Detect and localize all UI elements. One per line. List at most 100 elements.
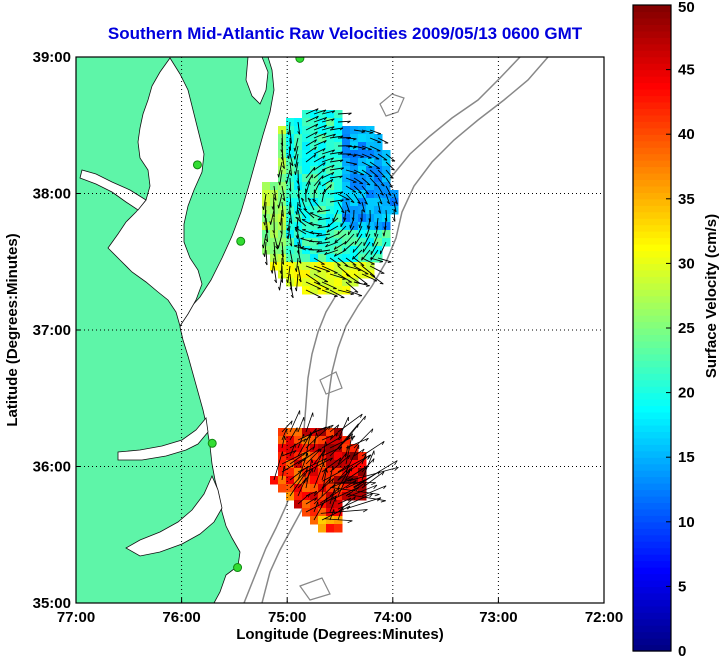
velocity-arrow-head — [294, 171, 296, 175]
colorbar-band — [633, 140, 671, 148]
colorbar-band — [633, 82, 671, 90]
velocity-arrow — [313, 162, 326, 171]
velocity-cell — [294, 476, 303, 485]
velocity-arrow — [305, 457, 333, 473]
velocity-arrow — [333, 241, 347, 250]
velocity-arrow — [320, 509, 368, 514]
velocity-arrow-head — [352, 146, 357, 149]
velocity-arrow — [289, 427, 298, 441]
velocity-arrow — [385, 177, 393, 188]
velocity-arrow-head — [295, 235, 298, 239]
velocity-cell — [302, 174, 311, 183]
velocity-arrow-head — [369, 493, 374, 498]
velocity-arrow-head — [394, 201, 398, 205]
velocity-cell — [278, 444, 287, 453]
velocity-arrow-head — [371, 428, 374, 433]
colorbar-band — [633, 114, 671, 122]
colorbar-tick-label: 20 — [678, 385, 695, 402]
velocity-arrow — [383, 225, 387, 237]
velocity-arrow — [313, 501, 319, 513]
velocity-cell — [286, 452, 295, 461]
velocity-arrow — [305, 459, 313, 489]
velocity-arrow — [345, 265, 362, 271]
velocity-arrow-head — [290, 163, 294, 167]
velocity-cell — [358, 460, 367, 469]
velocity-cell — [310, 182, 319, 191]
velocity-arrow — [345, 436, 353, 465]
velocity-arrow — [361, 145, 372, 150]
velocity-arrow — [369, 169, 379, 178]
velocity-arrow — [279, 169, 283, 186]
velocity-arrow-head — [324, 188, 326, 193]
velocity-arrow-head — [386, 201, 390, 205]
y-axis-ticks: 35:00 36:00 37:00 38:00 39:00 — [33, 49, 81, 612]
velocity-arrow — [369, 257, 384, 263]
velocity-cell — [302, 206, 311, 215]
colorbar-tick-label: 30 — [678, 255, 695, 272]
velocity-arrow — [297, 448, 320, 465]
velocity-arrow — [385, 193, 391, 205]
velocity-arrow-head — [323, 124, 327, 129]
colorbar-band — [633, 101, 671, 109]
velocity-cell — [334, 214, 343, 223]
colorbar-band — [633, 256, 671, 264]
velocity-cell — [302, 238, 311, 247]
velocity-arrow — [305, 123, 319, 131]
velocity-arrow — [289, 161, 293, 176]
velocity-arrow — [361, 265, 376, 277]
velocity-arrow-head — [350, 200, 355, 203]
velocity-arrow-head — [383, 159, 388, 161]
velocity-arrow — [356, 225, 363, 237]
velocity-arrow-head — [347, 445, 350, 450]
velocity-arrow — [317, 225, 331, 229]
velocity-arrow-head — [328, 478, 331, 483]
velocity-arrow — [273, 265, 277, 283]
velocity-arrow — [353, 145, 366, 150]
velocity-arrow — [334, 233, 347, 244]
colorbar-tick-label: 50 — [678, 0, 695, 16]
velocity-cell — [310, 516, 319, 525]
velocity-arrow — [270, 209, 275, 225]
velocity-arrow — [345, 479, 366, 489]
velocity-arrow — [369, 129, 382, 135]
velocity-arrow — [345, 481, 367, 497]
colorbar-band — [633, 560, 671, 568]
velocity-arrow — [316, 233, 331, 237]
velocity-arrow — [346, 497, 382, 509]
velocity-arrow — [369, 177, 378, 187]
velocity-arrow — [353, 257, 365, 266]
velocity-cell — [318, 524, 327, 533]
velocity-arrow — [374, 225, 379, 237]
radar-station-marker — [233, 563, 243, 573]
velocity-arrow — [354, 233, 363, 245]
velocity-arrow — [293, 245, 307, 251]
colorbar-band — [633, 373, 671, 381]
velocity-arrow — [289, 469, 308, 489]
velocity-arrow-head — [346, 209, 350, 213]
velocity-arrow-head — [338, 457, 342, 462]
velocity-arrow-head — [298, 278, 302, 283]
colorbar-band — [633, 360, 671, 368]
velocity-cell — [318, 508, 327, 517]
velocity-arrow — [361, 177, 371, 186]
velocity-arrow — [305, 115, 319, 123]
velocity-arrow-head — [334, 239, 337, 243]
velocity-arrow — [337, 468, 351, 489]
velocity-arrow — [297, 433, 311, 457]
velocity-arrow — [313, 273, 329, 283]
velocity-arrow-head — [287, 211, 290, 215]
velocity-arrow-head — [277, 173, 280, 178]
colorbar-tick-label: 15 — [678, 449, 695, 466]
velocity-arrow — [329, 127, 343, 131]
colorbar-band — [633, 108, 671, 116]
velocity-cell — [302, 484, 311, 493]
velocity-arrow-head — [280, 230, 283, 235]
velocity-arrow-head — [366, 225, 369, 229]
velocity-cell — [278, 484, 287, 493]
velocity-arrow-head — [279, 270, 282, 275]
velocity-arrow-head — [325, 244, 329, 248]
velocity-arrow — [297, 209, 302, 223]
velocity-cell — [310, 484, 319, 493]
colorbar-band — [633, 315, 671, 323]
velocity-cell — [302, 198, 311, 207]
